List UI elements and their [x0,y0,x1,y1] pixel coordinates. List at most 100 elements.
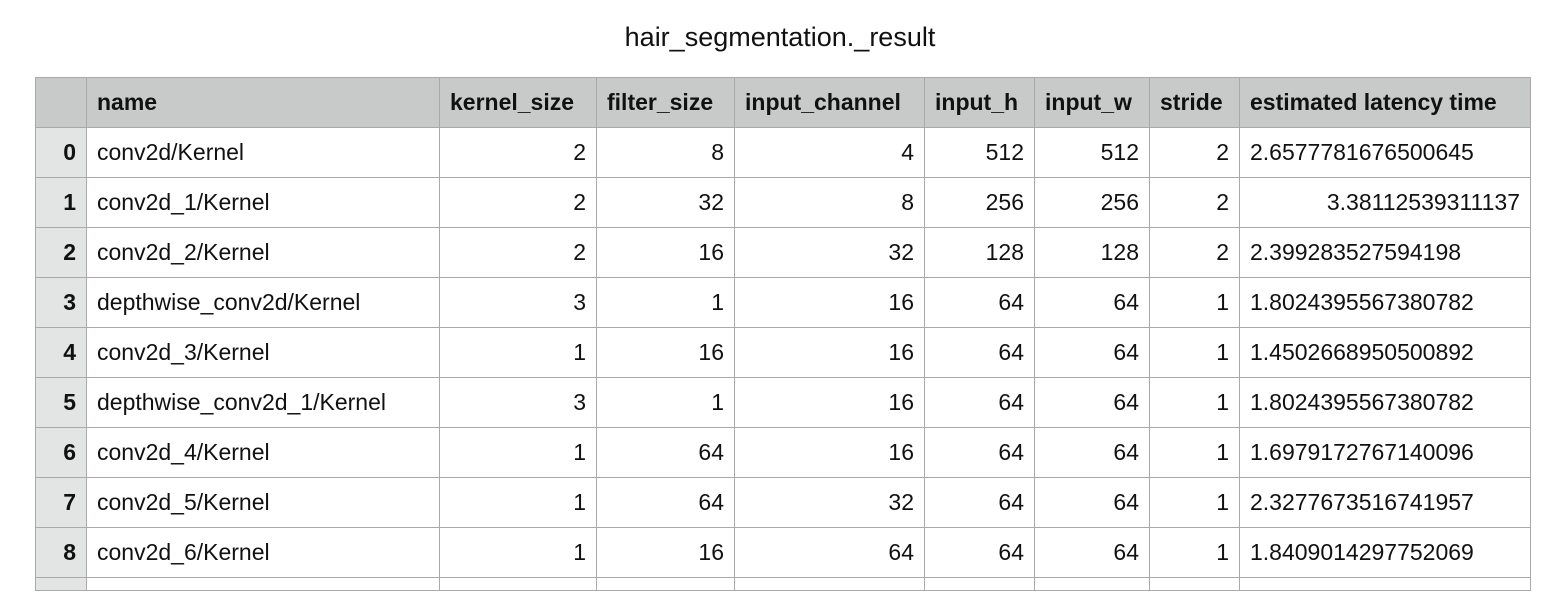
cell-kernel-size[interactable]: 1 [439,477,597,528]
row-index[interactable]: 8 [35,527,87,578]
cell-name[interactable]: conv2d/Kernel [86,127,440,178]
header-stride[interactable]: stride [1149,77,1240,128]
header-index-corner[interactable] [35,77,87,128]
cell-input-h[interactable]: 128 [924,227,1035,278]
cell-input-w[interactable]: 256 [1034,177,1150,228]
cell-name[interactable]: conv2d_6/Kernel [86,527,440,578]
cell-filter-size[interactable]: 1 [596,277,735,328]
header-input-h[interactable]: input_h [924,77,1035,128]
row-index[interactable]: 4 [35,327,87,378]
cell-input-h[interactable]: 512 [924,127,1035,178]
cell-filter-size[interactable]: 64 [596,427,735,478]
cell-name[interactable]: conv2d_4/Kernel [86,427,440,478]
cell-stride[interactable]: 1 [1149,427,1240,478]
cell-input-h[interactable]: 64 [924,427,1035,478]
header-input-channel[interactable]: input_channel [734,77,925,128]
cell-input-h[interactable]: 64 [924,277,1035,328]
header-latency[interactable]: estimated latency time [1239,77,1531,128]
cell-kernel-size[interactable]: 3 [439,277,597,328]
cell-latency[interactable]: 2.399283527594198 [1239,227,1531,278]
cell-kernel-size[interactable]: 2 [439,227,597,278]
cell-filter-size[interactable]: 1 [596,377,735,428]
row-index[interactable]: 1 [35,177,87,228]
cell-stride[interactable]: 1 [1149,377,1240,428]
cell-stride[interactable]: 2 [1149,177,1240,228]
cell-input-w[interactable]: 512 [1034,127,1150,178]
cell-input-w[interactable] [1034,577,1150,591]
row-index[interactable]: 6 [35,427,87,478]
cell-input-w[interactable]: 64 [1034,477,1150,528]
cell-kernel-size[interactable]: 3 [439,377,597,428]
cell-latency[interactable]: 1.8409014297752069 [1239,527,1531,578]
cell-latency[interactable]: 3.38112539311137 [1239,177,1531,228]
cell-input-h[interactable]: 64 [924,377,1035,428]
cell-input-h[interactable]: 64 [924,477,1035,528]
cell-kernel-size[interactable] [439,577,597,591]
cell-kernel-size[interactable]: 1 [439,527,597,578]
cell-latency[interactable]: 2.6577781676500645 [1239,127,1531,178]
header-filter-size[interactable]: filter_size [596,77,735,128]
row-index[interactable]: 5 [35,377,87,428]
cell-input-channel[interactable]: 16 [734,377,925,428]
row-index[interactable] [35,577,87,591]
cell-stride[interactable]: 2 [1149,127,1240,178]
cell-input-channel[interactable]: 16 [734,427,925,478]
header-name[interactable]: name [86,77,440,128]
cell-latency[interactable]: 1.6979172767140096 [1239,427,1531,478]
cell-input-h[interactable]: 64 [924,327,1035,378]
header-input-w[interactable]: input_w [1034,77,1150,128]
cell-input-h[interactable]: 64 [924,527,1035,578]
cell-name[interactable]: conv2d_1/Kernel [86,177,440,228]
cell-input-channel[interactable]: 32 [734,227,925,278]
cell-name[interactable]: conv2d_5/Kernel [86,477,440,528]
cell-name[interactable]: conv2d_2/Kernel [86,227,440,278]
cell-input-w[interactable]: 64 [1034,377,1150,428]
cell-input-w[interactable]: 128 [1034,227,1150,278]
row-index[interactable]: 0 [35,127,87,178]
cell-kernel-size[interactable]: 1 [439,427,597,478]
cell-latency[interactable]: 1.8024395567380782 [1239,277,1531,328]
cell-input-channel[interactable]: 4 [734,127,925,178]
cell-kernel-size[interactable]: 2 [439,127,597,178]
cell-input-h[interactable] [924,577,1035,591]
cell-filter-size[interactable]: 64 [596,477,735,528]
header-kernel-size[interactable]: kernel_size [439,77,597,128]
cell-stride[interactable]: 1 [1149,477,1240,528]
cell-input-w[interactable]: 64 [1034,427,1150,478]
cell-input-w[interactable]: 64 [1034,527,1150,578]
cell-name[interactable]: depthwise_conv2d_1/Kernel [86,377,440,428]
cell-input-channel[interactable]: 64 [734,527,925,578]
cell-input-channel[interactable]: 32 [734,477,925,528]
cell-filter-size[interactable]: 8 [596,127,735,178]
cell-filter-size[interactable]: 16 [596,227,735,278]
cell-kernel-size[interactable]: 1 [439,327,597,378]
cell-latency[interactable]: 2.3277673516741957 [1239,477,1531,528]
row-index[interactable]: 7 [35,477,87,528]
cell-filter-size[interactable]: 16 [596,327,735,378]
cell-stride[interactable]: 1 [1149,327,1240,378]
cell-input-h[interactable]: 256 [924,177,1035,228]
cell-latency[interactable]: 1.8024395567380782 [1239,377,1531,428]
cell-stride[interactable]: 2 [1149,227,1240,278]
table-row: 4 conv2d_3/Kernel 1 16 16 64 64 1 1.4502… [35,327,1531,378]
cell-input-w[interactable]: 64 [1034,277,1150,328]
cell-latency[interactable]: 1.4502668950500892 [1239,327,1531,378]
cell-kernel-size[interactable]: 2 [439,177,597,228]
cell-input-channel[interactable]: 8 [734,177,925,228]
cell-filter-size[interactable] [596,577,735,591]
cell-stride[interactable] [1149,577,1240,591]
cell-input-channel[interactable]: 16 [734,277,925,328]
cell-filter-size[interactable]: 16 [596,527,735,578]
row-index[interactable]: 2 [35,227,87,278]
cell-latency[interactable] [1239,577,1531,591]
cell-input-channel[interactable]: 16 [734,327,925,378]
cell-input-w[interactable]: 64 [1034,327,1150,378]
cell-filter-size[interactable]: 32 [596,177,735,228]
cell-input-channel[interactable] [734,577,925,591]
row-index[interactable]: 3 [35,277,87,328]
cell-name[interactable]: depthwise_conv2d/Kernel [86,277,440,328]
cell-name[interactable] [86,577,440,591]
cell-name[interactable]: conv2d_3/Kernel [86,327,440,378]
cell-stride[interactable]: 1 [1149,527,1240,578]
cell-stride[interactable]: 1 [1149,277,1240,328]
